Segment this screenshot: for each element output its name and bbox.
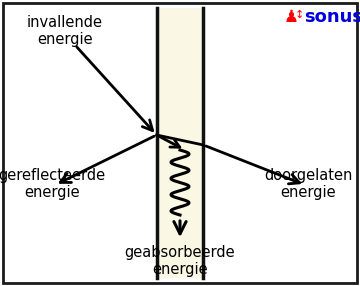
Text: invallende
energie: invallende energie bbox=[27, 15, 103, 47]
Text: sonus: sonus bbox=[304, 8, 360, 26]
Text: ♟: ♟ bbox=[284, 8, 299, 26]
Text: geabsorbeerde
energie: geabsorbeerde energie bbox=[125, 245, 235, 277]
Text: ↕: ↕ bbox=[295, 10, 304, 20]
Text: gereflecteerde
energie: gereflecteerde energie bbox=[0, 168, 105, 200]
Text: doorgelaten
energie: doorgelaten energie bbox=[264, 168, 352, 200]
Bar bbox=[157, 8, 203, 278]
